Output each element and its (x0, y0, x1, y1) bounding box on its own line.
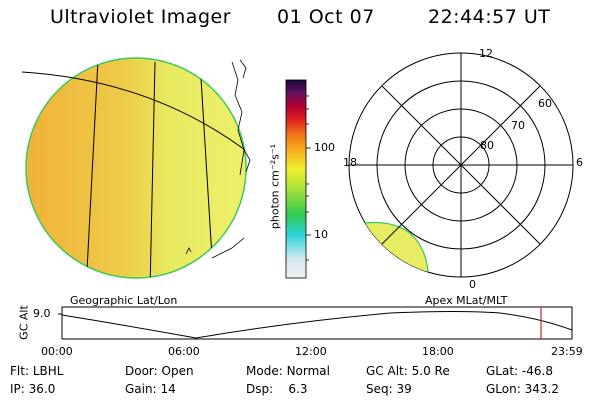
time-label: 22:44:57 UT (428, 6, 551, 28)
mlat-label-80: 80 (480, 139, 494, 152)
status-gain: Gain: 14 (125, 382, 176, 396)
xtick-0600: 06:00 (168, 345, 200, 358)
status-ip: IP: 36.0 (10, 382, 56, 396)
color-scale-ticks (306, 95, 311, 261)
color-scale-bar (285, 79, 307, 279)
status-door: Door: Open (125, 364, 194, 378)
status-dsp: Dsp: 6.3 (246, 382, 308, 396)
status-gc-alt: GC Alt: 5.0 Re (366, 364, 450, 378)
date-label: 01 Oct 07 (277, 6, 375, 28)
status-mode: Mode: Normal (246, 364, 330, 378)
apex-label: Apex MLat/MLT (425, 294, 508, 307)
colorbar-tick-10: 10 (314, 228, 328, 241)
polar-mlat-mlt-plot (348, 52, 574, 278)
status-glon: GLon: 343.2 (486, 382, 559, 396)
earth-disk-image (21, 57, 251, 279)
mlt-label-6: 6 (576, 156, 583, 169)
mlt-label-18: 18 (343, 156, 357, 169)
instrument-title: Ultraviolet Imager (50, 6, 232, 28)
colorbar-tick-100: 100 (314, 141, 335, 154)
altitude-strip-plot (58, 306, 573, 340)
colorbar-unit-label: photon cm⁻²s⁻¹ (268, 143, 282, 230)
status-filter: Flt: LBHL (10, 364, 64, 378)
altitude-ytick: 9.0 (33, 307, 51, 320)
altitude-ylabel: GC Alt (17, 305, 31, 340)
mlat-label-60: 60 (538, 97, 552, 110)
xtick-0000: 00:00 (41, 345, 73, 358)
mlat-label-70: 70 (511, 119, 525, 132)
status-glat: GLat: -46.8 (486, 364, 553, 378)
geographic-label: Geographic Lat/Lon (70, 294, 178, 307)
status-seq: Seq: 39 (366, 382, 412, 396)
xtick-1200: 12:00 (295, 345, 327, 358)
mlt-label-12: 12 (479, 47, 493, 60)
xtick-1800: 18:00 (422, 345, 454, 358)
xtick-2359: 23:59 (551, 345, 583, 358)
mlt-label-0: 0 (469, 278, 476, 291)
